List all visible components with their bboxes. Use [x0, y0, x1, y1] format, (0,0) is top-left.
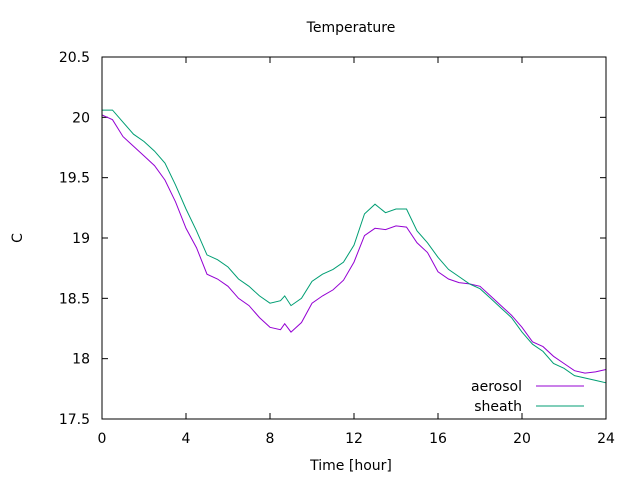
y-axis-label: C	[10, 233, 26, 243]
x-tick-label: 8	[266, 431, 275, 447]
y-tick-label: 20	[72, 110, 90, 126]
x-tick-label: 12	[345, 431, 363, 447]
legend: aerosol sheath	[471, 379, 584, 415]
y-tick-label: 17.5	[59, 412, 90, 428]
y-tick-label: 19	[72, 231, 90, 247]
x-tick-label: 20	[513, 431, 531, 447]
series-line-aerosol	[101, 114, 607, 374]
chart-title: Temperature	[306, 20, 396, 36]
y-tick-label: 19.5	[59, 171, 90, 187]
y-tick-label: 20.5	[59, 50, 90, 66]
x-tick-label: 16	[429, 431, 447, 447]
axis-ticks: 0 4 8 12 16 20 24 17.5 18 18.5 19 19.5 20 20.5	[59, 50, 615, 447]
plot-frame	[101, 56, 607, 420]
series-lines	[101, 109, 607, 384]
y-tick-label: 18.5	[59, 291, 90, 307]
y-tick-label: 18	[72, 352, 90, 368]
x-tick-label: 4	[182, 431, 191, 447]
series-line-sheath	[102, 109, 607, 384]
x-tick-label: 0	[98, 431, 107, 447]
x-tick-label: 24	[597, 431, 615, 447]
legend-label-aerosol: aerosol	[471, 379, 522, 395]
legend-label-sheath: sheath	[474, 399, 522, 415]
x-axis-label: Time [hour]	[309, 458, 392, 474]
